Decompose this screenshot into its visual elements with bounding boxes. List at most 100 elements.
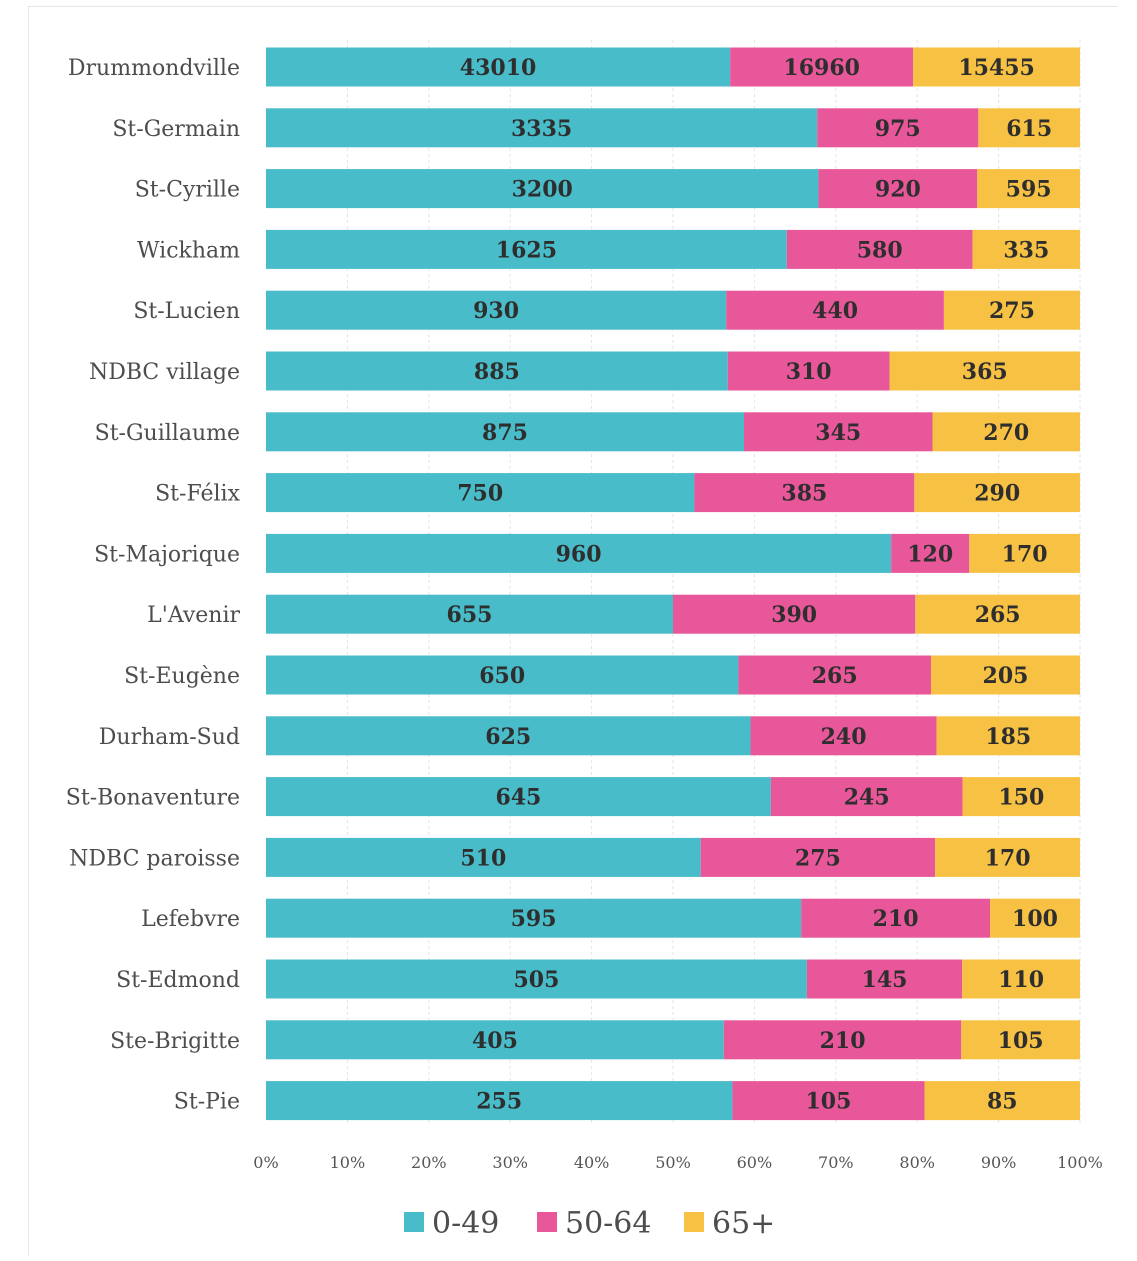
data-label: 975 xyxy=(875,116,921,142)
x-tick-label: 80% xyxy=(899,1153,935,1172)
category-label: Durham-Sud xyxy=(99,725,240,750)
legend-swatch xyxy=(684,1212,704,1232)
data-label: 110 xyxy=(998,967,1044,993)
bar-segment xyxy=(936,716,1080,756)
x-tick-label: 10% xyxy=(330,1153,366,1172)
bar-segment xyxy=(266,1020,724,1060)
category-label: NDBC paroisse xyxy=(69,846,240,871)
category-label: Wickham xyxy=(137,238,240,263)
category-label: St-Majorique xyxy=(94,542,240,567)
bar-segment xyxy=(932,412,1080,452)
data-label: 170 xyxy=(985,845,1031,871)
bar-segment xyxy=(913,47,1080,87)
data-label: 1625 xyxy=(496,237,557,263)
category-label: St-Germain xyxy=(112,117,240,142)
data-label: 105 xyxy=(998,1028,1044,1054)
data-label: 120 xyxy=(907,541,953,567)
x-tick-label: 0% xyxy=(253,1153,278,1172)
bar-segment xyxy=(770,777,963,817)
x-tick-label: 20% xyxy=(411,1153,447,1172)
data-label: 365 xyxy=(962,359,1008,385)
bar-segment xyxy=(817,108,979,148)
legend-label: 50-64 xyxy=(565,1206,651,1241)
data-label: 875 xyxy=(482,420,528,446)
data-label: 170 xyxy=(1002,541,1048,567)
data-label: 185 xyxy=(985,724,1031,750)
bar-segment xyxy=(818,169,978,209)
category-label: NDBC village xyxy=(89,360,240,385)
bar-segment xyxy=(673,594,916,634)
bar-segment xyxy=(266,777,771,817)
data-label: 240 xyxy=(821,724,867,750)
bar-segment xyxy=(962,959,1080,999)
bar-segment xyxy=(726,290,944,330)
legend-swatch xyxy=(537,1212,557,1232)
data-label: 265 xyxy=(812,663,858,689)
category-label: St-Cyrille xyxy=(135,178,240,203)
data-label: 390 xyxy=(771,602,817,628)
bar-segment xyxy=(961,1020,1080,1060)
frame-border-left xyxy=(28,6,29,1256)
bar-segment xyxy=(732,1081,925,1121)
category-label: St-Edmond xyxy=(116,968,240,993)
bar-segment xyxy=(962,777,1080,817)
category-label: St-Félix xyxy=(155,482,240,507)
bar-segment xyxy=(801,898,991,938)
legend-label: 0-49 xyxy=(432,1206,499,1241)
category-label: Lefebvre xyxy=(141,907,240,932)
category-label: St-Lucien xyxy=(133,299,240,324)
data-label: 43010 xyxy=(460,55,537,81)
bar-segment xyxy=(266,898,802,938)
legend-swatch xyxy=(404,1212,424,1232)
bar-segment xyxy=(786,229,973,269)
data-label: 960 xyxy=(556,541,602,567)
data-label: 290 xyxy=(974,481,1020,507)
bar-segment xyxy=(935,837,1080,877)
data-label: 920 xyxy=(875,177,921,203)
category-label: St-Pie xyxy=(174,1090,240,1115)
data-label: 255 xyxy=(476,1089,522,1115)
category-label: St-Eugène xyxy=(124,664,240,689)
bar-segment xyxy=(266,533,892,573)
bar-segment xyxy=(266,959,807,999)
x-tick-label: 40% xyxy=(574,1153,610,1172)
data-label: 105 xyxy=(806,1089,852,1115)
bar-segment xyxy=(972,229,1080,269)
data-label: 650 xyxy=(479,663,525,689)
x-tick-label: 60% xyxy=(737,1153,773,1172)
data-label: 595 xyxy=(1006,177,1052,203)
data-label: 440 xyxy=(812,298,858,324)
data-label: 3335 xyxy=(511,116,572,142)
bar-segment xyxy=(694,473,915,513)
data-label: 245 xyxy=(844,785,890,811)
x-tick-label: 70% xyxy=(818,1153,854,1172)
bar-segment xyxy=(889,351,1080,391)
bar-segment xyxy=(891,533,970,573)
data-label: 625 xyxy=(485,724,531,750)
data-label: 595 xyxy=(511,906,557,932)
frame-border-top xyxy=(28,6,1118,7)
bar-segment xyxy=(700,837,936,877)
data-label: 310 xyxy=(786,359,832,385)
data-label: 885 xyxy=(474,359,520,385)
data-label: 335 xyxy=(1003,237,1049,263)
bar-segment xyxy=(266,169,819,209)
data-label: 145 xyxy=(862,967,908,993)
category-label: L'Avenir xyxy=(147,603,240,628)
bar-segment xyxy=(266,655,739,695)
data-label: 930 xyxy=(473,298,519,324)
data-label: 210 xyxy=(820,1028,866,1054)
data-label: 580 xyxy=(857,237,903,263)
data-label: 265 xyxy=(975,602,1021,628)
bar-segment xyxy=(266,108,818,148)
data-label: 750 xyxy=(457,481,503,507)
x-tick-label: 90% xyxy=(981,1153,1017,1172)
bar-segment xyxy=(738,655,932,695)
bar-segment xyxy=(266,412,745,452)
data-label: 655 xyxy=(447,602,493,628)
data-label: 205 xyxy=(983,663,1029,689)
bar-segment xyxy=(266,473,695,513)
category-label: St-Bonaventure xyxy=(66,786,240,811)
bar-segment xyxy=(266,716,751,756)
